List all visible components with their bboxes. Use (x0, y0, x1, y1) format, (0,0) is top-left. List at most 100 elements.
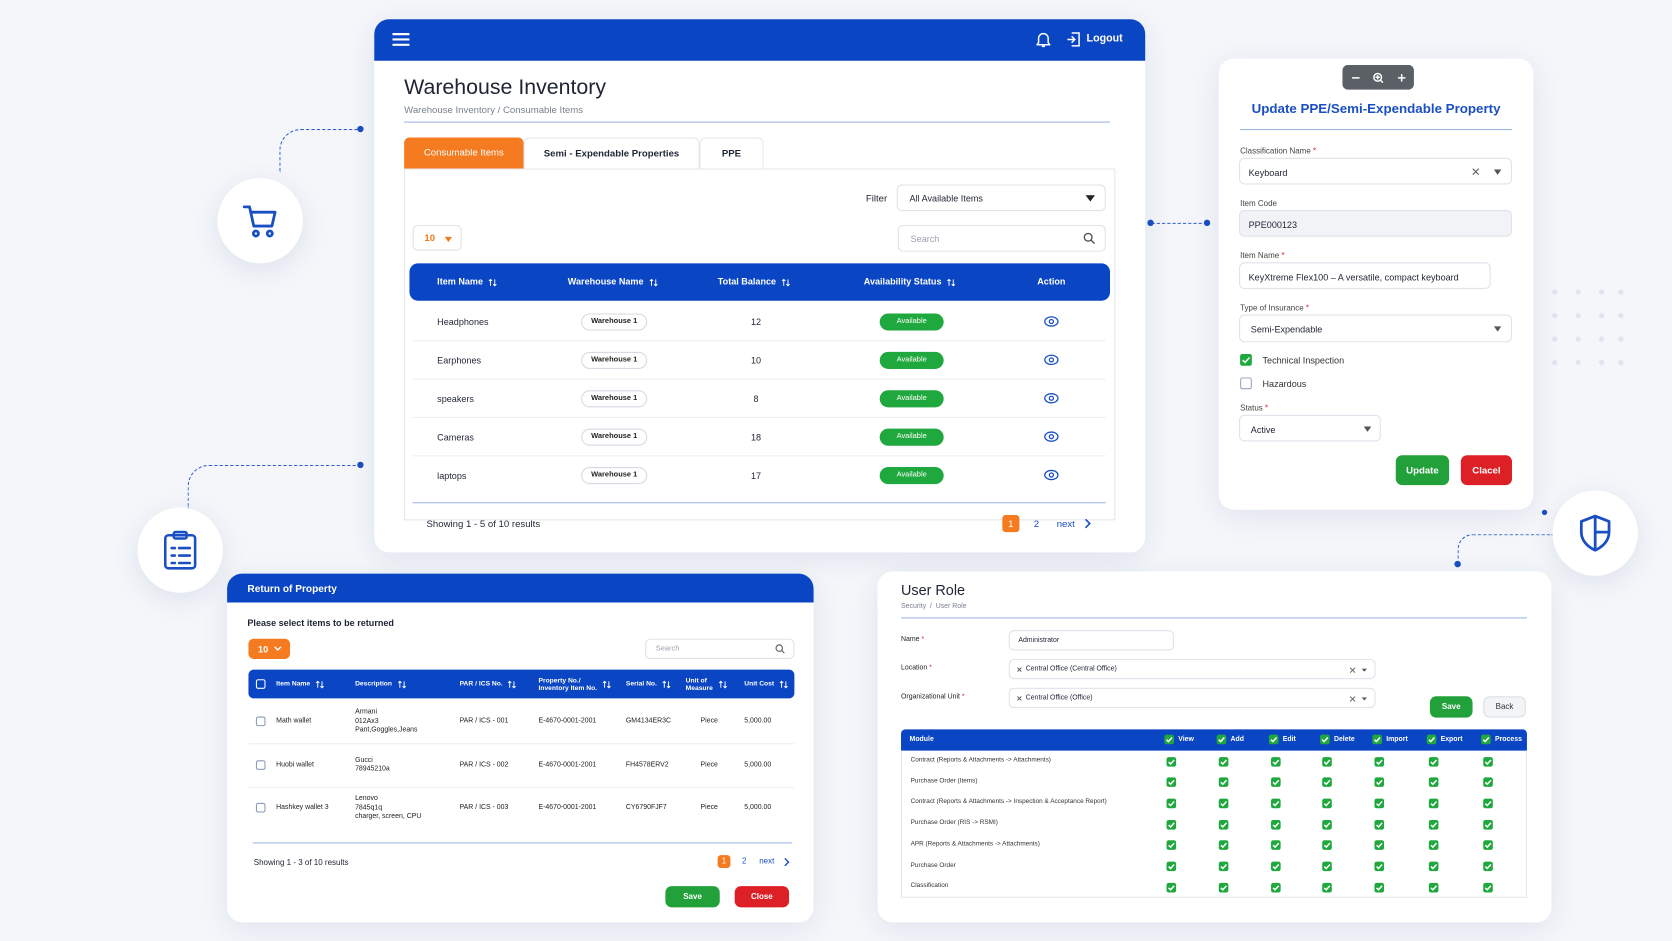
checkbox[interactable] (1482, 882, 1493, 893)
save-button[interactable]: Save (1429, 696, 1473, 718)
name-input[interactable]: Administrator (1008, 630, 1174, 651)
close-button[interactable]: Close (734, 886, 790, 908)
clear-icon[interactable] (1349, 696, 1356, 702)
view-icon[interactable] (1044, 316, 1059, 328)
checkbox[interactable] (1428, 798, 1438, 809)
checkbox[interactable] (1373, 861, 1384, 872)
next-chevron[interactable] (1084, 518, 1091, 529)
checkbox[interactable] (1270, 777, 1281, 788)
checkbox[interactable] (1270, 798, 1281, 809)
checkbox[interactable] (1426, 734, 1437, 745)
checkbox[interactable] (1482, 756, 1493, 767)
checkbox[interactable] (1428, 819, 1438, 830)
update-button[interactable]: Update (1395, 455, 1450, 486)
search-input[interactable]: Search (897, 224, 1106, 252)
checkbox[interactable] (1165, 861, 1176, 872)
checkbox[interactable] (255, 716, 266, 727)
checkbox[interactable] (1164, 734, 1174, 745)
checkbox[interactable] (1321, 798, 1332, 809)
checkbox[interactable] (1372, 734, 1382, 745)
next-link[interactable]: next (759, 856, 775, 866)
menu-icon[interactable] (392, 32, 410, 47)
cancel-button[interactable]: Clacel (1460, 455, 1513, 486)
checkbox[interactable] (1373, 777, 1384, 788)
page-size-select[interactable]: 10 (412, 224, 462, 251)
view-icon[interactable] (1044, 431, 1059, 443)
checkbox[interactable] (1270, 840, 1281, 851)
multi-select[interactable]: Central Office (Central Office) (1008, 658, 1376, 680)
clear-icon[interactable] (1472, 168, 1479, 175)
logout-link[interactable]: Logout (1086, 33, 1123, 45)
checkbox[interactable] (1218, 819, 1228, 830)
checkbox[interactable] (1165, 882, 1176, 893)
checkbox[interactable] (1218, 777, 1228, 788)
checkbox[interactable] (1428, 861, 1438, 872)
logout-icon[interactable] (1066, 32, 1081, 47)
filter-select[interactable]: All Available Items (896, 184, 1106, 212)
checkbox[interactable] (1218, 840, 1228, 851)
item-code-input[interactable]: PPE000123 (1239, 210, 1513, 237)
page-button[interactable]: 2 (1033, 518, 1040, 529)
checkbox[interactable] (1482, 840, 1493, 851)
next-chevron[interactable] (784, 857, 790, 867)
checkbox[interactable] (1482, 777, 1493, 788)
checkbox[interactable] (1165, 756, 1176, 767)
checkbox[interactable] (1270, 819, 1281, 830)
checkbox[interactable] (255, 759, 266, 770)
checkbox[interactable] (1240, 354, 1252, 366)
page-size-select[interactable]: 10 (248, 638, 291, 659)
classification-select[interactable]: Keyboard (1239, 157, 1513, 185)
save-button[interactable]: Save (665, 886, 720, 908)
next-link[interactable]: next (1056, 518, 1075, 529)
checkbox[interactable] (1373, 798, 1384, 809)
checkbox[interactable] (1373, 840, 1384, 851)
checkbox[interactable] (1165, 840, 1176, 851)
checkbox[interactable] (1270, 861, 1281, 872)
tab[interactable]: Consumable Items (404, 137, 524, 169)
checkbox[interactable] (1321, 819, 1332, 830)
checkbox[interactable] (1165, 798, 1176, 809)
tab[interactable]: Semi - Expendable Properties (523, 137, 700, 169)
clear-icon[interactable] (1349, 667, 1356, 673)
checkbox[interactable] (1320, 734, 1330, 745)
checkbox[interactable] (1373, 882, 1384, 893)
page-button[interactable]: 2 (742, 856, 747, 866)
view-icon[interactable] (1044, 392, 1059, 404)
checkbox[interactable] (1321, 756, 1332, 767)
back-button[interactable]: Back (1483, 696, 1526, 718)
checkbox[interactable] (1428, 882, 1438, 893)
tab[interactable]: PPE (699, 137, 764, 169)
checkbox[interactable] (1482, 861, 1493, 872)
checkbox[interactable] (1482, 798, 1493, 809)
checkbox[interactable] (1428, 756, 1438, 767)
page-button[interactable]: 1 (1002, 515, 1020, 533)
zoom-icons[interactable] (1351, 72, 1406, 84)
checkbox[interactable] (1240, 377, 1252, 390)
tag-remove[interactable] (1017, 667, 1022, 672)
checkbox[interactable] (1321, 861, 1332, 872)
view-icon[interactable] (1044, 469, 1059, 481)
tag-remove[interactable] (1017, 696, 1022, 701)
page-button[interactable]: 1 (717, 855, 731, 868)
checkbox[interactable] (1165, 819, 1176, 830)
checkbox[interactable] (1481, 734, 1491, 745)
checkbox[interactable] (255, 679, 266, 689)
checkbox[interactable] (1165, 777, 1176, 788)
checkbox[interactable] (1216, 734, 1227, 745)
status-select[interactable]: Active (1239, 414, 1381, 442)
item-name-input[interactable]: KeyXtreme Flex100 – A versatile, compact… (1239, 262, 1491, 289)
view-icon[interactable] (1044, 354, 1059, 366)
bell-icon[interactable] (1035, 31, 1051, 48)
checkbox[interactable] (1218, 756, 1228, 767)
checkbox[interactable] (1428, 777, 1438, 788)
checkbox[interactable] (1270, 756, 1281, 767)
checkbox[interactable] (1482, 819, 1493, 830)
checkbox[interactable] (1373, 756, 1384, 767)
checkbox[interactable] (1373, 819, 1384, 830)
checkbox[interactable] (1270, 882, 1281, 893)
checkbox[interactable] (1218, 798, 1228, 809)
insurance-select[interactable]: Semi-Expendable (1239, 314, 1513, 343)
checkbox[interactable] (1218, 861, 1228, 872)
checkbox[interactable] (1321, 882, 1332, 893)
checkbox[interactable] (255, 802, 266, 813)
